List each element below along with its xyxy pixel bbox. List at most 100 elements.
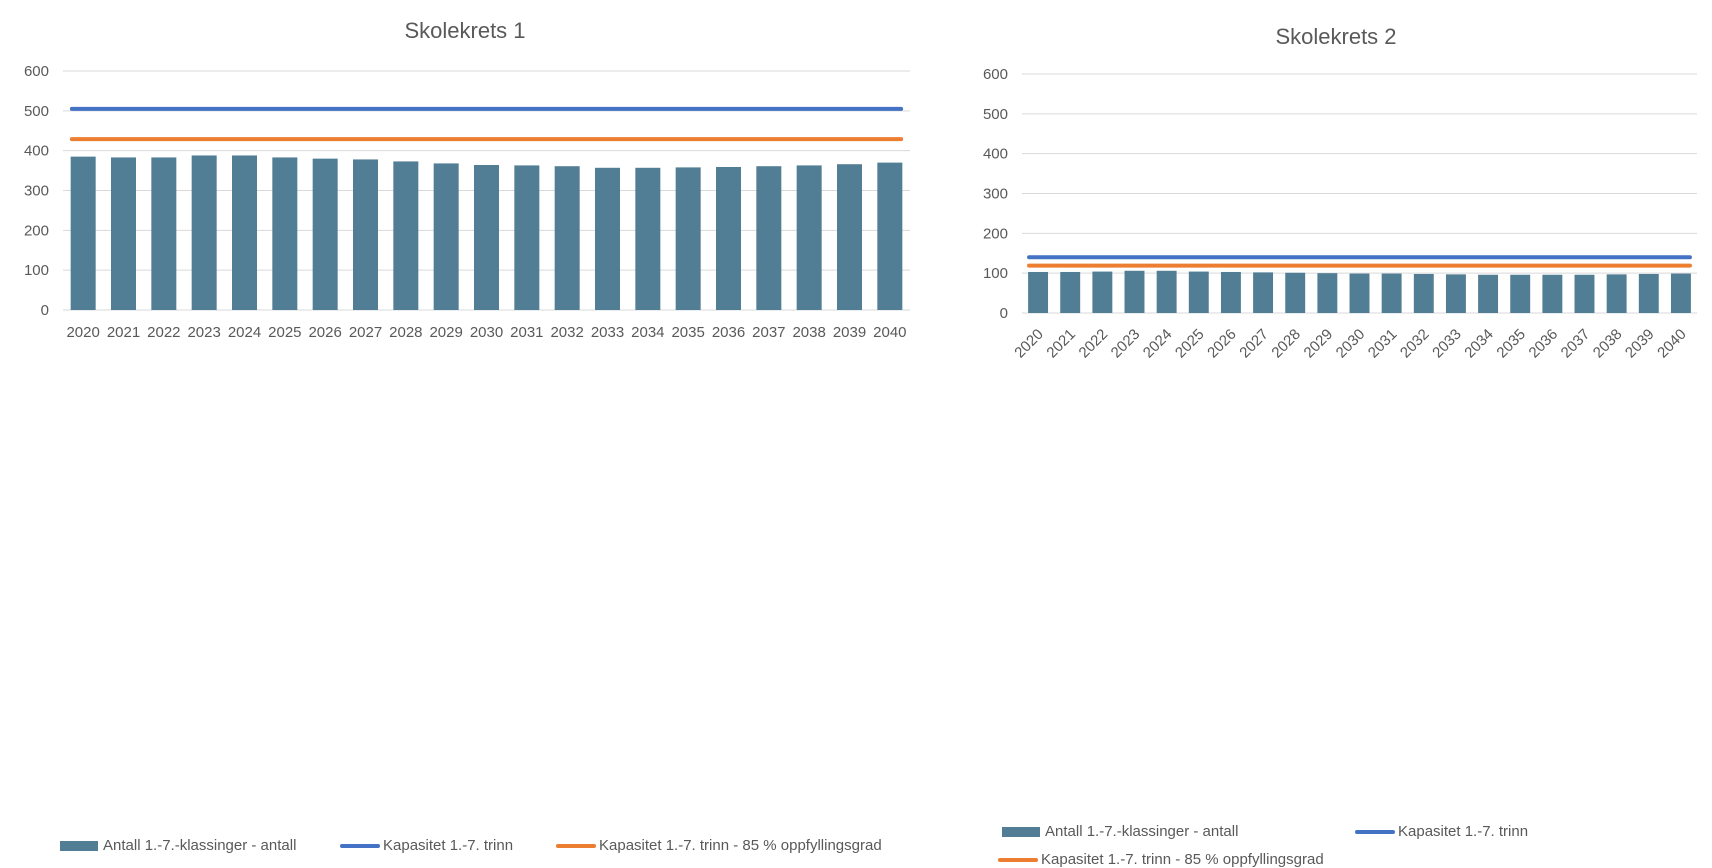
bar	[70, 156, 96, 310]
x-tick-label: 2023	[1108, 326, 1144, 362]
legend-item-bar-series: Antall 1.-7.-klassinger - antall	[1002, 823, 1238, 840]
bar	[473, 165, 500, 310]
bar	[836, 164, 863, 310]
bar	[231, 155, 258, 310]
legend-label: Kapasitet 1.-7. trinn - 85 % oppfyllings…	[1041, 851, 1324, 868]
x-tick-label: 2032	[1397, 326, 1433, 362]
bar	[1606, 274, 1627, 313]
legend-swatch-bar	[60, 840, 98, 851]
x-tick-label: 2030	[1333, 326, 1369, 362]
x-tick-label: 2029	[1301, 326, 1337, 362]
bar	[635, 167, 661, 310]
y-tick-label: 100	[24, 262, 49, 279]
bar	[675, 167, 701, 310]
bar	[1381, 273, 1402, 313]
chart-plot: 0100200300400500600202020212022202320242…	[983, 66, 1697, 362]
chart-title: Skolekrets 2	[1275, 24, 1397, 49]
x-tick-label: 2026	[308, 324, 341, 341]
legend-swatch-bar	[1002, 826, 1040, 837]
bar	[1574, 274, 1595, 313]
bar	[1060, 271, 1081, 313]
bar	[1156, 270, 1177, 313]
y-tick-label: 600	[24, 63, 49, 80]
x-tick-label: 2024	[228, 324, 261, 341]
bar	[1220, 271, 1241, 313]
x-tick-label: 2032	[550, 324, 583, 341]
x-tick-label: 2033	[1429, 326, 1465, 362]
bar	[393, 161, 419, 310]
x-tick-label: 2029	[429, 324, 462, 341]
x-tick-label: 2024	[1140, 326, 1176, 362]
y-tick-label: 400	[24, 143, 49, 160]
x-tick-label: 2021	[107, 324, 140, 341]
bar	[1092, 271, 1113, 313]
x-tick-label: 2020	[66, 324, 99, 341]
bar	[1478, 274, 1499, 313]
legend-label: Antall 1.-7.-klassinger - antall	[103, 837, 297, 854]
bar	[1124, 270, 1145, 313]
legend-swatch-line	[1355, 829, 1395, 834]
y-tick-label: 200	[983, 225, 1008, 242]
y-tick-label: 500	[24, 103, 49, 120]
chart-title: Skolekrets 1	[404, 18, 526, 43]
x-tick-label: 2038	[1590, 326, 1626, 362]
y-tick-label: 500	[983, 106, 1008, 123]
bar	[877, 162, 903, 310]
x-tick-label: 2034	[1461, 326, 1497, 362]
x-tick-label: 2022	[1076, 326, 1112, 362]
bar	[715, 166, 742, 310]
x-tick-label: 2036	[712, 324, 745, 341]
x-tick-label: 2037	[1558, 326, 1594, 362]
bar	[312, 158, 338, 310]
bar	[1445, 274, 1466, 313]
y-tick-label: 400	[983, 146, 1008, 163]
bar	[756, 166, 782, 310]
x-tick-label: 2026	[1204, 326, 1240, 362]
x-tick-label: 2022	[147, 324, 180, 341]
y-tick-label: 200	[24, 222, 49, 239]
x-tick-label: 2021	[1043, 326, 1079, 362]
bar	[554, 166, 580, 310]
chart-skolekrets-2: Skolekrets 2 0 100 200 300 400 500 600 2020 2021…	[960, 0, 1712, 868]
bar	[191, 155, 217, 310]
bar	[1317, 273, 1338, 313]
bar	[1413, 273, 1434, 313]
x-tick-label: 2025	[268, 324, 301, 341]
y-tick-label: 0	[41, 302, 49, 319]
y-tick-label: 600	[983, 66, 1008, 83]
bar	[352, 159, 379, 310]
x-tick-label: 2037	[752, 324, 785, 341]
legend-label: Kapasitet 1.-7. trinn	[1398, 823, 1529, 840]
bar	[514, 165, 540, 310]
y-tick-label: 100	[983, 265, 1008, 282]
bar	[1188, 271, 1209, 313]
bar	[110, 157, 137, 310]
legend-item-bar-series: Antall 1.-7.-klassinger - antall	[60, 837, 296, 854]
bar	[1510, 274, 1531, 313]
bar	[1542, 274, 1563, 313]
bar	[594, 167, 621, 310]
bar	[1285, 272, 1306, 313]
x-tick-label: 2030	[470, 324, 503, 341]
bar	[1670, 273, 1691, 313]
x-tick-label: 2035	[1493, 326, 1529, 362]
x-tick-label: 2031	[510, 324, 543, 341]
bar	[151, 157, 177, 310]
x-tick-label: 2034	[631, 324, 664, 341]
bar	[796, 165, 822, 310]
bar	[272, 157, 298, 310]
bar	[1253, 272, 1274, 313]
y-tick-label: 0	[1000, 305, 1008, 322]
x-tick-label: 2025	[1172, 326, 1208, 362]
x-tick-label: 2039	[1622, 326, 1658, 362]
legend-swatch-line	[556, 843, 596, 848]
y-tick-label: 300	[24, 183, 49, 200]
x-tick-label: 2028	[389, 324, 422, 341]
bar	[1349, 273, 1370, 313]
x-tick-label: 2027	[349, 324, 382, 341]
legend-item-capacity-85: Kapasitet 1.-7. trinn - 85 % oppfyllings…	[556, 837, 882, 854]
x-tick-label: 2035	[671, 324, 704, 341]
legend-label: Kapasitet 1.-7. trinn	[383, 837, 514, 854]
legend-swatch-line	[998, 857, 1038, 862]
